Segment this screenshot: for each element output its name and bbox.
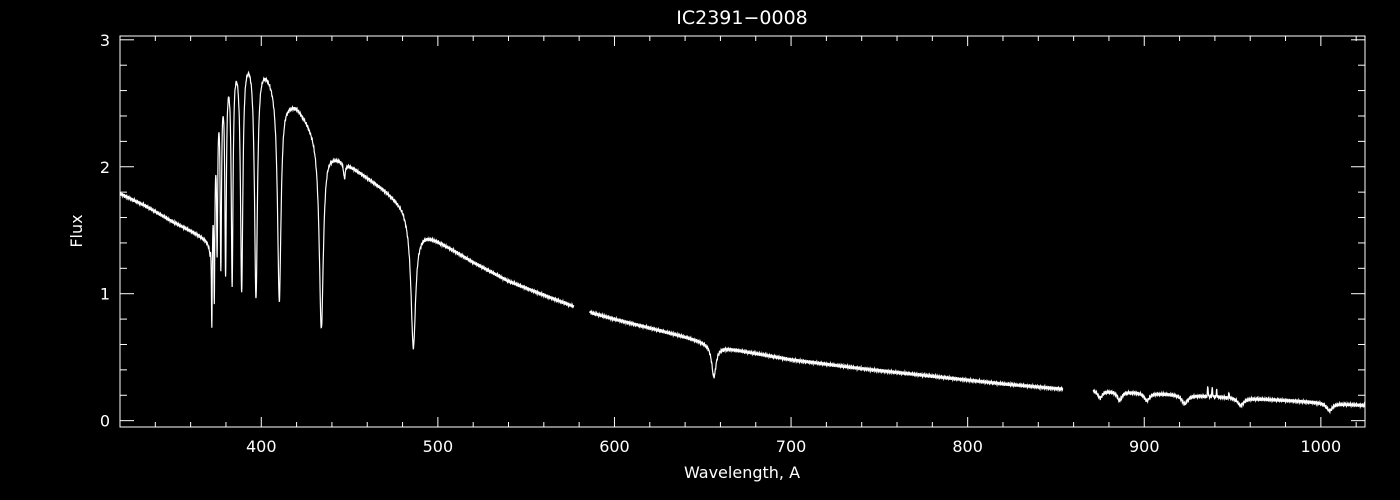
spectrum-segment-2 — [589, 309, 1064, 393]
y-tick-label: 2 — [100, 158, 110, 177]
y-tick-label: 1 — [100, 285, 110, 304]
tick-labels: 400 500 600 700 800 900 1000 0 1 2 3 — [100, 31, 1341, 456]
x-tick-label: 600 — [599, 437, 630, 456]
spectrum-segment-1 — [119, 70, 575, 350]
x-tick-label: 800 — [952, 437, 983, 456]
chart-title: IC2391−0008 — [676, 7, 808, 29]
x-tick-label: 500 — [423, 437, 454, 456]
y-tick-label: 0 — [100, 412, 110, 431]
spectrum-series — [119, 70, 1366, 415]
plot-frame — [119, 35, 1366, 428]
x-tick-label: 1000 — [1300, 437, 1341, 456]
x-tick-label: 900 — [1129, 437, 1160, 456]
x-tick-label: 400 — [246, 437, 277, 456]
spectrum-segment-3 — [1092, 386, 1366, 415]
y-tick-label: 3 — [100, 31, 110, 50]
axis-ticks — [119, 36, 1365, 427]
x-axis-label: Wavelength, A — [684, 463, 800, 482]
x-tick-label: 700 — [776, 437, 807, 456]
y-axis-label: Flux — [67, 214, 86, 247]
